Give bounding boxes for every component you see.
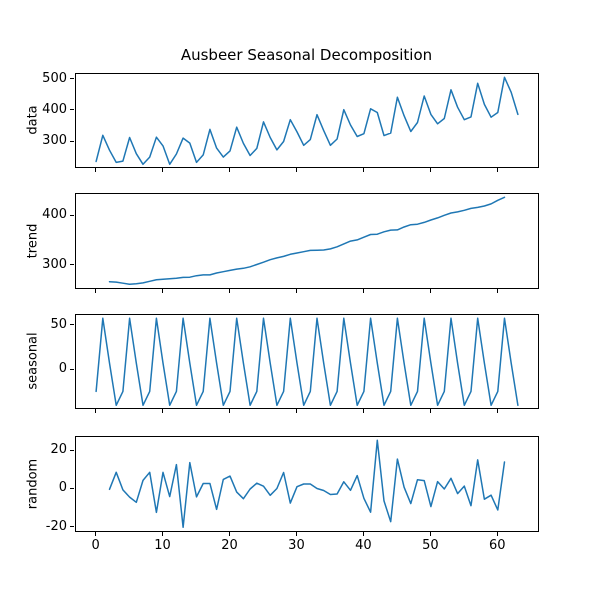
ytick-mark-random--20	[70, 526, 74, 528]
xtick-label-20: 20	[221, 537, 238, 553]
ytick-label-trend-400: 400	[42, 207, 67, 222]
xtick-mark-seasonal-50	[429, 409, 431, 414]
xtick-mark-trend-20	[229, 288, 230, 293]
ytick-mark-random-0	[70, 487, 74, 489]
xtick-mark-random-10	[162, 531, 164, 536]
xtick-mark-trend-50	[429, 288, 431, 293]
ytick-label-random-0: 0	[58, 480, 67, 496]
series-path-trend	[108, 196, 505, 286]
series-line-data	[94, 76, 519, 165]
xtick-mark-data-20	[229, 168, 230, 173]
xtick-mark-data-0	[95, 168, 97, 173]
xtick-mark-trend-40	[362, 288, 364, 293]
xtick-mark-seasonal-40	[362, 409, 364, 414]
xtick-label-0: 0	[91, 537, 100, 553]
ytick-mark-data-300	[70, 140, 74, 142]
xtick-mark-trend-30	[295, 288, 297, 293]
ytick-mark-seasonal-50	[70, 324, 74, 326]
xtick-mark-seasonal-30	[295, 409, 297, 414]
series-line-seasonal	[94, 317, 519, 406]
series-line-random	[108, 439, 505, 529]
ytick-mark-data-500	[70, 78, 74, 80]
series-line-trend	[108, 196, 505, 286]
series-path-data	[94, 76, 519, 165]
xtick-label-10: 10	[154, 537, 171, 553]
ytick-label-random-20: 20	[50, 442, 67, 458]
xtick-label-60: 60	[489, 537, 506, 553]
xtick-label-40: 40	[355, 537, 372, 553]
ytick-mark-seasonal-0	[70, 368, 74, 370]
axes-trend	[74, 193, 539, 289]
ytick-mark-random-20	[70, 449, 74, 451]
ytick-label-random--20: -20	[45, 518, 67, 534]
xtick-mark-seasonal-60	[496, 409, 498, 414]
xtick-mark-random-60	[496, 531, 498, 536]
ytick-label-data-500: 500	[42, 70, 67, 86]
xtick-mark-data-60	[496, 168, 498, 173]
xtick-mark-trend-0	[95, 288, 97, 293]
ytick-label-seasonal-50: 50	[50, 316, 67, 332]
chart-title: Ausbeer Seasonal Decomposition	[180, 46, 433, 64]
xtick-mark-data-50	[429, 168, 431, 173]
xtick-mark-random-20	[229, 531, 230, 536]
xtick-mark-trend-10	[162, 288, 164, 293]
xtick-label-30: 30	[288, 537, 305, 553]
ytick-mark-data-400	[70, 109, 74, 111]
xtick-mark-seasonal-0	[95, 409, 97, 414]
xtick-mark-data-30	[295, 168, 297, 173]
series-path-random	[108, 439, 505, 529]
xtick-mark-data-40	[362, 168, 364, 173]
xtick-mark-data-10	[162, 168, 164, 173]
ytick-mark-trend-300	[70, 264, 74, 266]
xtick-mark-random-30	[295, 531, 297, 536]
xtick-label-50: 50	[422, 537, 439, 553]
ytick-mark-trend-400	[70, 214, 74, 216]
axis-label-trend: trend	[25, 223, 41, 259]
ytick-label-trend-300: 300	[42, 256, 67, 272]
xtick-mark-random-0	[95, 531, 97, 536]
ytick-label-data-400: 400	[42, 101, 67, 117]
ytick-label-seasonal-0: 0	[58, 361, 67, 377]
xtick-mark-seasonal-10	[162, 409, 164, 414]
ytick-label-data-300: 300	[42, 133, 67, 148]
xtick-mark-seasonal-20	[229, 409, 230, 414]
xtick-mark-random-50	[429, 531, 431, 536]
xtick-mark-random-40	[362, 531, 364, 536]
series-path-seasonal	[94, 317, 519, 406]
xtick-mark-trend-60	[496, 288, 498, 293]
axes-data	[74, 72, 539, 169]
